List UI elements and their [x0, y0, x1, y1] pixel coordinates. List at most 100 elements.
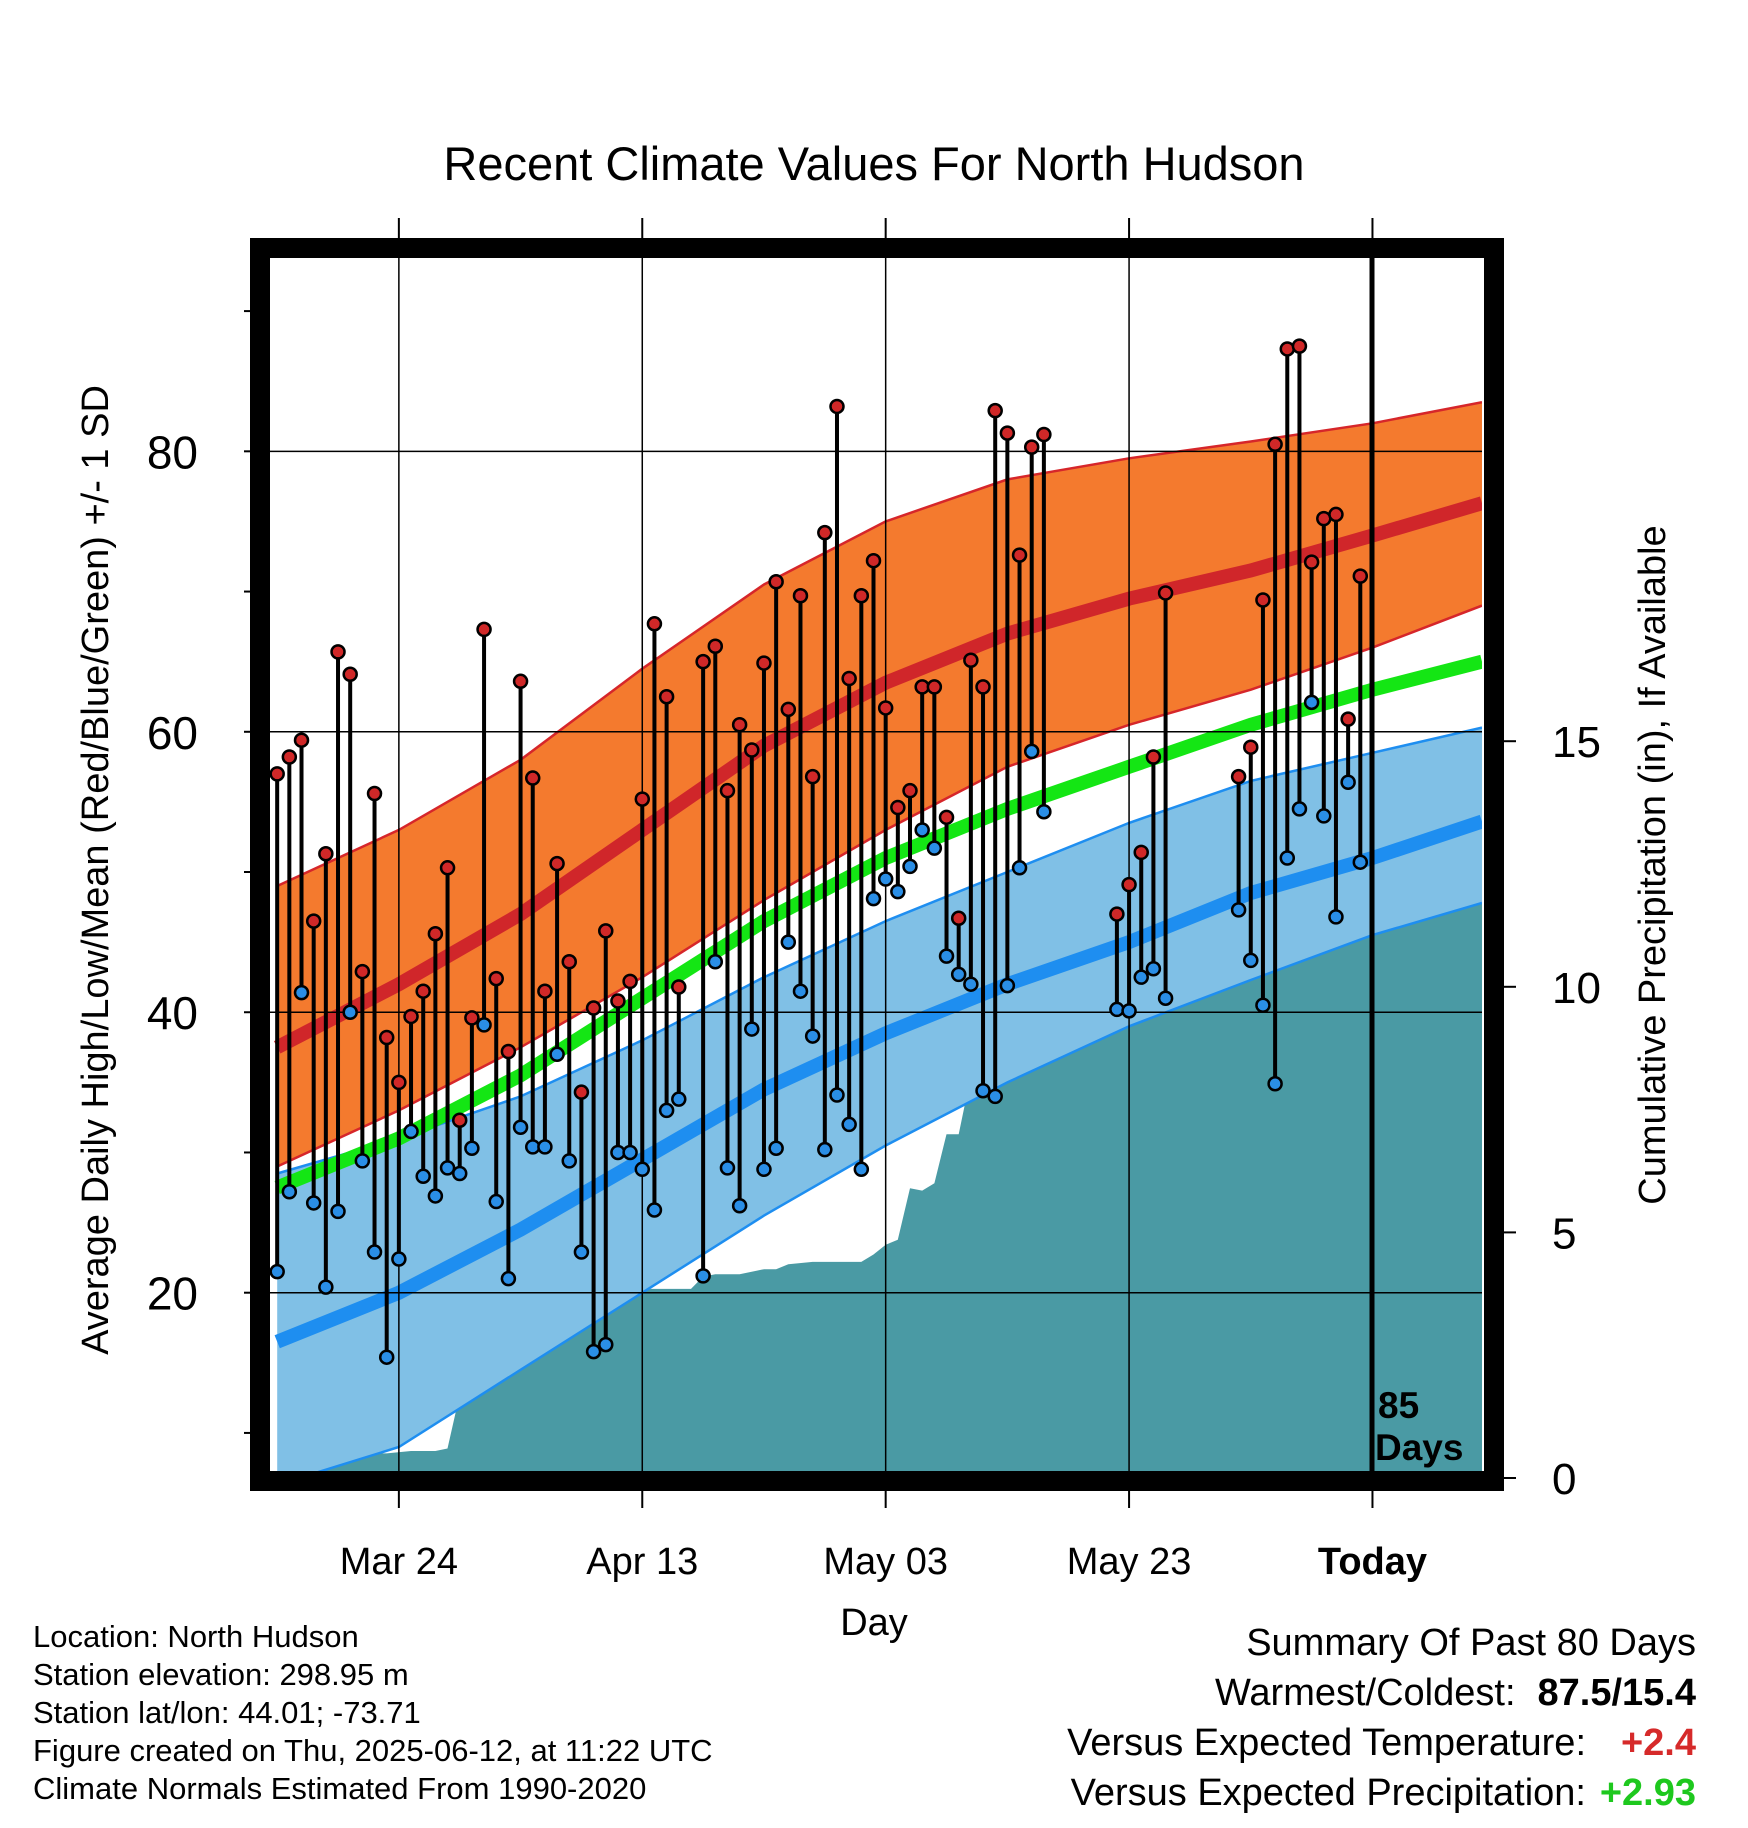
left-tick-label: 40	[147, 987, 198, 1039]
daily-low-point	[1303, 694, 1320, 711]
daily-high-point	[744, 742, 760, 758]
daily-low-point	[354, 1153, 371, 1169]
daily-high-point	[1303, 554, 1320, 570]
station-latlon: Station lat/lon: 44.01; -73.71	[33, 1695, 421, 1730]
daily-high-point	[756, 655, 772, 671]
daily-high-point	[451, 1112, 468, 1128]
daily-high-point	[634, 791, 651, 807]
daily-high-point	[476, 621, 492, 638]
daily-high-point	[841, 670, 857, 687]
daily-low-point	[1255, 997, 1271, 1013]
daily-low-point	[378, 1349, 395, 1365]
daily-low-point	[1279, 850, 1296, 866]
x-tick-label: Mar 24	[340, 1541, 458, 1583]
daily-low-point	[537, 1139, 553, 1155]
daily-low-point	[756, 1161, 772, 1178]
daily-high-point	[1328, 506, 1344, 523]
daily-high-point	[1230, 768, 1247, 785]
daily-low-point	[975, 1083, 991, 1099]
daily-low-point	[512, 1119, 529, 1135]
daily-high-point	[731, 717, 748, 733]
daily-low-point	[719, 1160, 736, 1176]
daily-high-point	[549, 855, 565, 872]
left-tick-label: 60	[147, 707, 198, 759]
daily-low-point	[950, 966, 967, 983]
daily-low-point	[914, 822, 930, 838]
daily-low-point	[439, 1160, 456, 1176]
right-tick-label: 10	[1552, 964, 1601, 1013]
daily-low-point	[744, 1021, 760, 1037]
daily-high-point	[975, 679, 991, 695]
daily-low-point	[853, 1161, 870, 1178]
daily-high-point	[707, 638, 724, 654]
daily-low-point	[573, 1244, 590, 1260]
daily-low-point	[500, 1270, 517, 1287]
daily-low-point	[634, 1161, 651, 1178]
daily-low-point	[366, 1244, 383, 1260]
daily-low-point	[707, 954, 724, 970]
figure-created: Figure created on Thu, 2025-06-12, at 11…	[33, 1733, 713, 1768]
daily-high-point	[305, 913, 322, 929]
daily-high-point	[1145, 749, 1162, 765]
daily-low-point	[549, 1046, 565, 1063]
daily-high-point	[963, 652, 979, 669]
right-tick-label: 0	[1552, 1455, 1576, 1504]
daily-high-point	[865, 552, 882, 569]
daily-low-point	[865, 890, 882, 907]
precip-label: Versus Expected Precipitation:	[1070, 1772, 1586, 1814]
daily-high-point	[330, 644, 346, 660]
daily-low-point	[658, 1102, 675, 1119]
daily-low-point	[598, 1336, 614, 1353]
daily-low-point	[1011, 860, 1028, 876]
daily-high-point	[281, 749, 298, 765]
daily-low-point	[415, 1168, 431, 1185]
warmest-label: Warmest/Coldest:	[1214, 1672, 1516, 1714]
daily-high-point	[890, 799, 906, 816]
daily-high-point	[415, 983, 431, 999]
daily-high-point	[427, 925, 444, 942]
daily-high-point	[512, 673, 529, 690]
left-tick-label: 20	[147, 1268, 198, 1320]
daily-high-point	[524, 770, 541, 786]
summary-precip-row: Versus Expected Precipitation: +2.93	[1067, 1768, 1696, 1818]
daily-high-point	[792, 588, 809, 604]
x-tick-label: Today	[1318, 1541, 1427, 1583]
daily-high-point	[999, 425, 1016, 441]
y-axis-label-left: Average Daily High/Low/Mean (Red/Blue/Gr…	[75, 385, 117, 1355]
daily-low-point	[926, 840, 943, 856]
daily-low-point	[1340, 774, 1356, 791]
station-location: Location: North Hudson	[33, 1619, 359, 1654]
daily-high-point	[1243, 739, 1259, 755]
daily-high-point	[439, 860, 456, 876]
daily-low-point	[829, 1087, 845, 1103]
daily-low-point	[1316, 808, 1332, 824]
daily-low-point	[646, 1202, 663, 1218]
daily-low-point	[318, 1279, 334, 1295]
daily-low-point	[841, 1116, 857, 1133]
daily-low-point	[1243, 952, 1259, 969]
daily-high-point	[1036, 426, 1052, 443]
daily-high-point	[1133, 844, 1149, 861]
daily-high-point	[1255, 592, 1271, 608]
daily-high-point	[1121, 876, 1137, 893]
daily-high-point	[780, 701, 797, 718]
today-days-label: Days	[1375, 1427, 1463, 1468]
daily-low-point	[293, 984, 310, 1001]
daily-high-point	[1023, 439, 1040, 455]
daily-low-point	[938, 948, 955, 964]
today-days-count: 85	[1378, 1385, 1419, 1426]
daily-low-point	[877, 871, 894, 887]
daily-low-point	[403, 1123, 419, 1140]
left-axis: 20 40 60 80	[147, 310, 252, 1434]
daily-low-point	[561, 1153, 577, 1169]
daily-low-point	[488, 1193, 504, 1210]
normals-note: Climate Normals Estimated From 1990-2020	[33, 1771, 647, 1806]
right-tick-label: 5	[1552, 1209, 1576, 1258]
daily-high-point	[354, 963, 371, 980]
daily-high-point	[938, 809, 955, 826]
daily-low-point	[804, 1028, 821, 1044]
daily-low-point	[391, 1251, 407, 1267]
daily-low-point	[792, 983, 809, 999]
daily-high-point	[671, 979, 687, 995]
daily-low-point	[330, 1203, 346, 1220]
